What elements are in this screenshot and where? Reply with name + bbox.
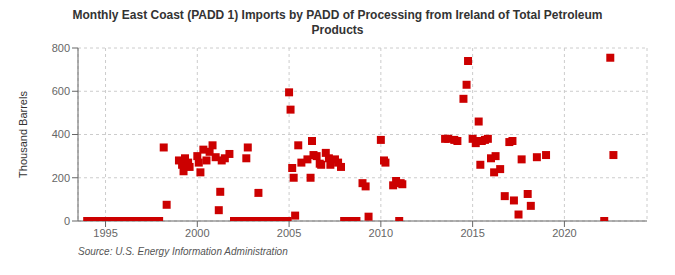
svg-text:2015: 2015	[460, 227, 484, 239]
svg-text:800: 800	[52, 42, 70, 54]
svg-text:2000: 2000	[185, 227, 209, 239]
svg-text:Thousand Barrels: Thousand Barrels	[17, 91, 29, 178]
svg-text:2020: 2020	[552, 227, 576, 239]
svg-text:1995: 1995	[93, 227, 117, 239]
svg-text:2010: 2010	[369, 227, 393, 239]
svg-text:600: 600	[52, 85, 70, 97]
svg-text:200: 200	[52, 172, 70, 184]
svg-text:400: 400	[52, 128, 70, 140]
html-text:Products: Products	[311, 23, 364, 37]
svg-text:2005: 2005	[277, 227, 301, 239]
html-text:Monthly East Coast (PADD 1) Im: Monthly East Coast (PADD 1) Imports by P…	[72, 8, 603, 22]
html-text:Source: U.S. Energy Informatio: Source: U.S. Energy Information Administ…	[78, 246, 288, 257]
svg-text:0: 0	[64, 215, 70, 227]
